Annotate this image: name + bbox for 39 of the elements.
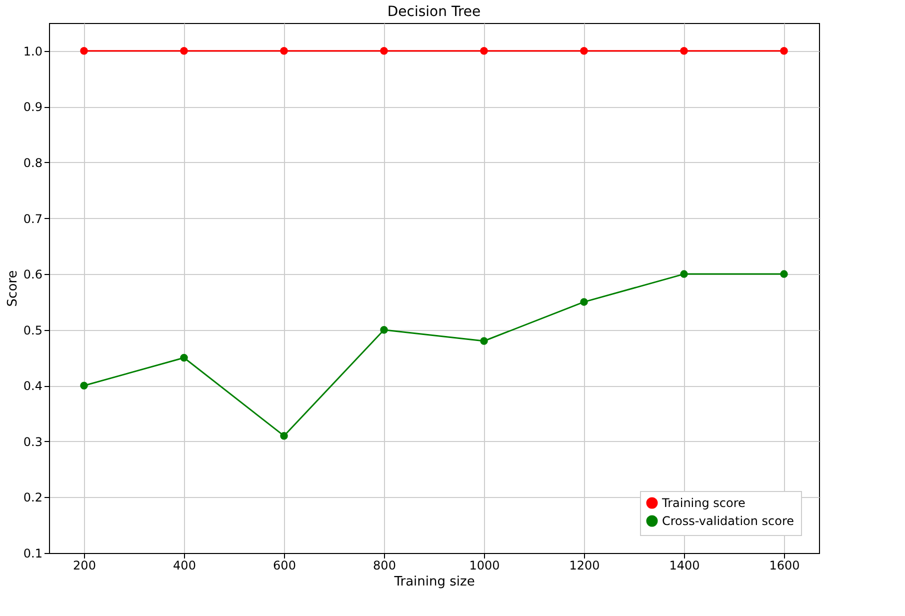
point xyxy=(180,354,188,362)
legend-label: Training score xyxy=(661,496,746,510)
legend-label: Cross-validation score xyxy=(662,514,794,528)
point xyxy=(80,47,88,55)
point xyxy=(280,47,288,55)
x-tick-label: 200 xyxy=(73,558,96,572)
x-tick-label: 400 xyxy=(173,558,196,572)
x-tick-label: 1200 xyxy=(569,558,600,572)
y-axis-title: Score xyxy=(5,270,20,307)
point xyxy=(380,47,388,55)
point xyxy=(480,47,488,55)
y-tick-label: 0.3 xyxy=(23,434,42,449)
point xyxy=(280,432,288,440)
point xyxy=(80,382,88,390)
y-tick-label: 0.2 xyxy=(23,490,42,505)
point xyxy=(780,270,788,278)
point xyxy=(480,337,488,345)
y-tick-label: 0.8 xyxy=(23,156,42,170)
x-axis-title: Training size xyxy=(393,574,475,590)
point xyxy=(580,47,588,55)
y-tick-label: 0.6 xyxy=(23,268,42,282)
point xyxy=(780,47,788,55)
point xyxy=(180,47,188,55)
y-tick-label: 0.4 xyxy=(23,379,42,394)
y-tick-label: 0.5 xyxy=(23,323,42,338)
y-tick-label: 0.7 xyxy=(23,212,42,226)
point xyxy=(380,326,388,334)
x-tick-label: 1600 xyxy=(769,558,800,572)
x-tick-label: 800 xyxy=(373,558,396,572)
point xyxy=(680,47,688,55)
x-tick-label: 1400 xyxy=(669,558,700,572)
x-tick-label: 600 xyxy=(273,558,296,572)
y-tick-label: 0.1 xyxy=(23,546,42,560)
point xyxy=(580,298,588,306)
chart-title: Decision Tree xyxy=(387,4,481,20)
y-tick-label: 1.0 xyxy=(23,44,42,58)
x-tick-label: 1000 xyxy=(469,558,500,572)
y-tick-label: 0.9 xyxy=(23,100,42,114)
point xyxy=(680,270,688,278)
